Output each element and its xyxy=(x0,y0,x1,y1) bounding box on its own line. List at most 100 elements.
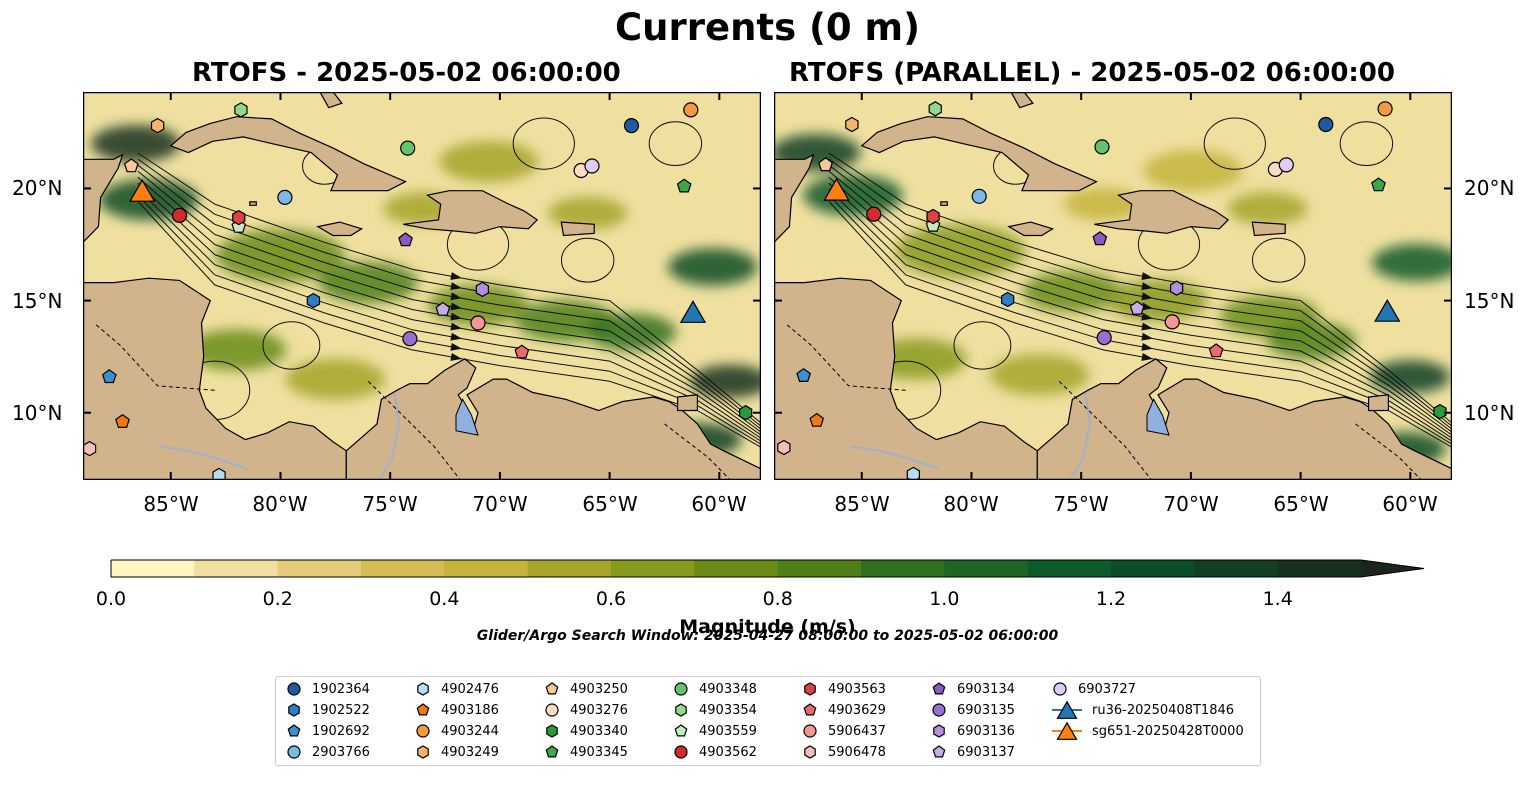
landmass-central-america xyxy=(83,153,124,480)
current-magnitude-patch xyxy=(1108,280,1208,322)
eddy-streamline xyxy=(1203,117,1266,170)
current-magnitude-patch xyxy=(1372,244,1452,281)
legend-item-4903244: 4903244 xyxy=(415,721,499,741)
colorbar-bin xyxy=(777,560,862,577)
observation-4903250 xyxy=(818,157,833,172)
legend-item-4903345: 4903345 xyxy=(544,742,628,762)
legend-marker-circle xyxy=(416,724,430,738)
landmass-bahamas xyxy=(1010,92,1034,109)
legend-label: 4903250 xyxy=(570,681,628,697)
streamline-arrow xyxy=(450,302,462,311)
observation-4903340 xyxy=(738,405,753,421)
legend-marker-circle xyxy=(803,724,817,738)
legend-item-4903340: 4903340 xyxy=(544,721,628,741)
colorbar-bin xyxy=(611,560,695,577)
current-magnitude-patch xyxy=(186,329,287,371)
colorbar xyxy=(100,556,1430,582)
lat-tick-label-left: 20°N xyxy=(12,176,63,200)
observation-markers xyxy=(777,101,1447,480)
legend-marker-circle xyxy=(1053,682,1067,696)
observation-4903354 xyxy=(928,101,942,117)
current-magnitude-patch xyxy=(1227,192,1308,225)
country-border xyxy=(93,322,215,391)
legend-symbol xyxy=(803,703,817,716)
legend-symbol xyxy=(674,724,688,737)
landmass-cayman xyxy=(249,201,257,206)
legend-label: 4903559 xyxy=(699,723,757,739)
land xyxy=(83,92,761,480)
landmass-south-america xyxy=(1036,358,1452,480)
streamline-arrow xyxy=(1141,282,1153,291)
legend-item-2903766: 2903766 xyxy=(286,742,370,762)
current-magnitude-patch xyxy=(1022,271,1123,313)
observation-4903563 xyxy=(232,209,246,226)
observation-4903186 xyxy=(115,413,130,428)
landmass-central-america xyxy=(774,153,815,480)
colorbar-bar xyxy=(110,559,1425,578)
legend-marker-hexagon xyxy=(288,703,300,717)
eddy-streamline xyxy=(512,117,575,170)
observation-4903562 xyxy=(171,207,188,224)
eddy-streamline xyxy=(648,121,703,166)
legend-label: 4903348 xyxy=(699,681,757,697)
streamline-arrow xyxy=(450,292,462,301)
legend-label: 4903340 xyxy=(570,723,628,739)
legend-label: 6903727 xyxy=(1078,681,1136,697)
landmass-jamaica xyxy=(1007,221,1055,237)
legend-symbol xyxy=(932,745,946,758)
legend-item-6903137: 6903137 xyxy=(931,742,1015,762)
legend-marker-pentagon xyxy=(932,682,946,695)
legend-symbol xyxy=(674,745,688,759)
map-content xyxy=(774,92,1452,480)
streamline-arrow xyxy=(450,312,462,321)
observation-4903348 xyxy=(400,140,416,156)
observation-sg651-20250428T0000 xyxy=(823,177,850,201)
observation-4903249 xyxy=(150,117,165,134)
legend-marker-circle xyxy=(545,703,559,717)
legend-symbol xyxy=(287,724,301,737)
colorbar-bin xyxy=(527,560,612,577)
legend-symbol xyxy=(545,745,559,758)
observation-5906437 xyxy=(470,315,486,331)
observation-4903629 xyxy=(1208,343,1224,358)
observation-4902476 xyxy=(212,467,226,480)
river-magdalena xyxy=(1069,392,1092,480)
legend-item-6903134: 6903134 xyxy=(931,679,1015,699)
landmass-hispaniola xyxy=(403,190,539,234)
colorbar-outline xyxy=(110,559,1425,578)
legend-symbol xyxy=(1056,721,1078,740)
map-frame xyxy=(83,92,761,480)
panel-title-rtofs: RTOFS - 2025-05-02 06:00:00 xyxy=(192,58,621,88)
legend-marker-pentagon xyxy=(674,724,688,737)
legend-label: 4903562 xyxy=(699,744,757,760)
streamlines xyxy=(137,117,761,448)
legend-symbol xyxy=(288,703,300,717)
current-magnitude-patch xyxy=(895,224,1026,278)
legend-marker-hexagon xyxy=(933,724,945,738)
legend-label: 4903629 xyxy=(828,702,886,718)
observation-4903348 xyxy=(1094,139,1110,155)
colorbar-bin xyxy=(1027,560,1112,577)
legend-symbol xyxy=(932,682,946,695)
landmass-hispaniola xyxy=(1094,190,1230,234)
colorbar-bin xyxy=(1111,560,1195,577)
legend-symbol xyxy=(803,724,817,738)
eddy-streamline xyxy=(262,321,321,370)
legend-label: 5906437 xyxy=(828,723,886,739)
lon-tick-label: 85°W xyxy=(143,492,199,516)
legend-item-4903249: 4903249 xyxy=(415,742,499,762)
landmass-trinidad xyxy=(1367,394,1390,412)
current-magnitude-patch xyxy=(989,354,1090,396)
colorbar-tick-label: 1.4 xyxy=(1262,588,1293,610)
legend: 1902364 1902522 1902692 2903766 4902476 49031… xyxy=(275,676,1261,766)
legend-label: 6903136 xyxy=(957,723,1015,739)
legend-marker-hexagon xyxy=(546,724,558,738)
legend-marker-triangle xyxy=(1052,700,1082,719)
legend-label: 4903563 xyxy=(828,681,886,697)
current-magnitude-patch xyxy=(285,358,385,400)
legend-item-4903354: 4903354 xyxy=(673,700,757,720)
legend-symbol xyxy=(287,682,301,696)
legend-marker-circle xyxy=(674,682,688,696)
legend-symbol xyxy=(933,724,945,738)
observation-4903244 xyxy=(683,102,699,118)
